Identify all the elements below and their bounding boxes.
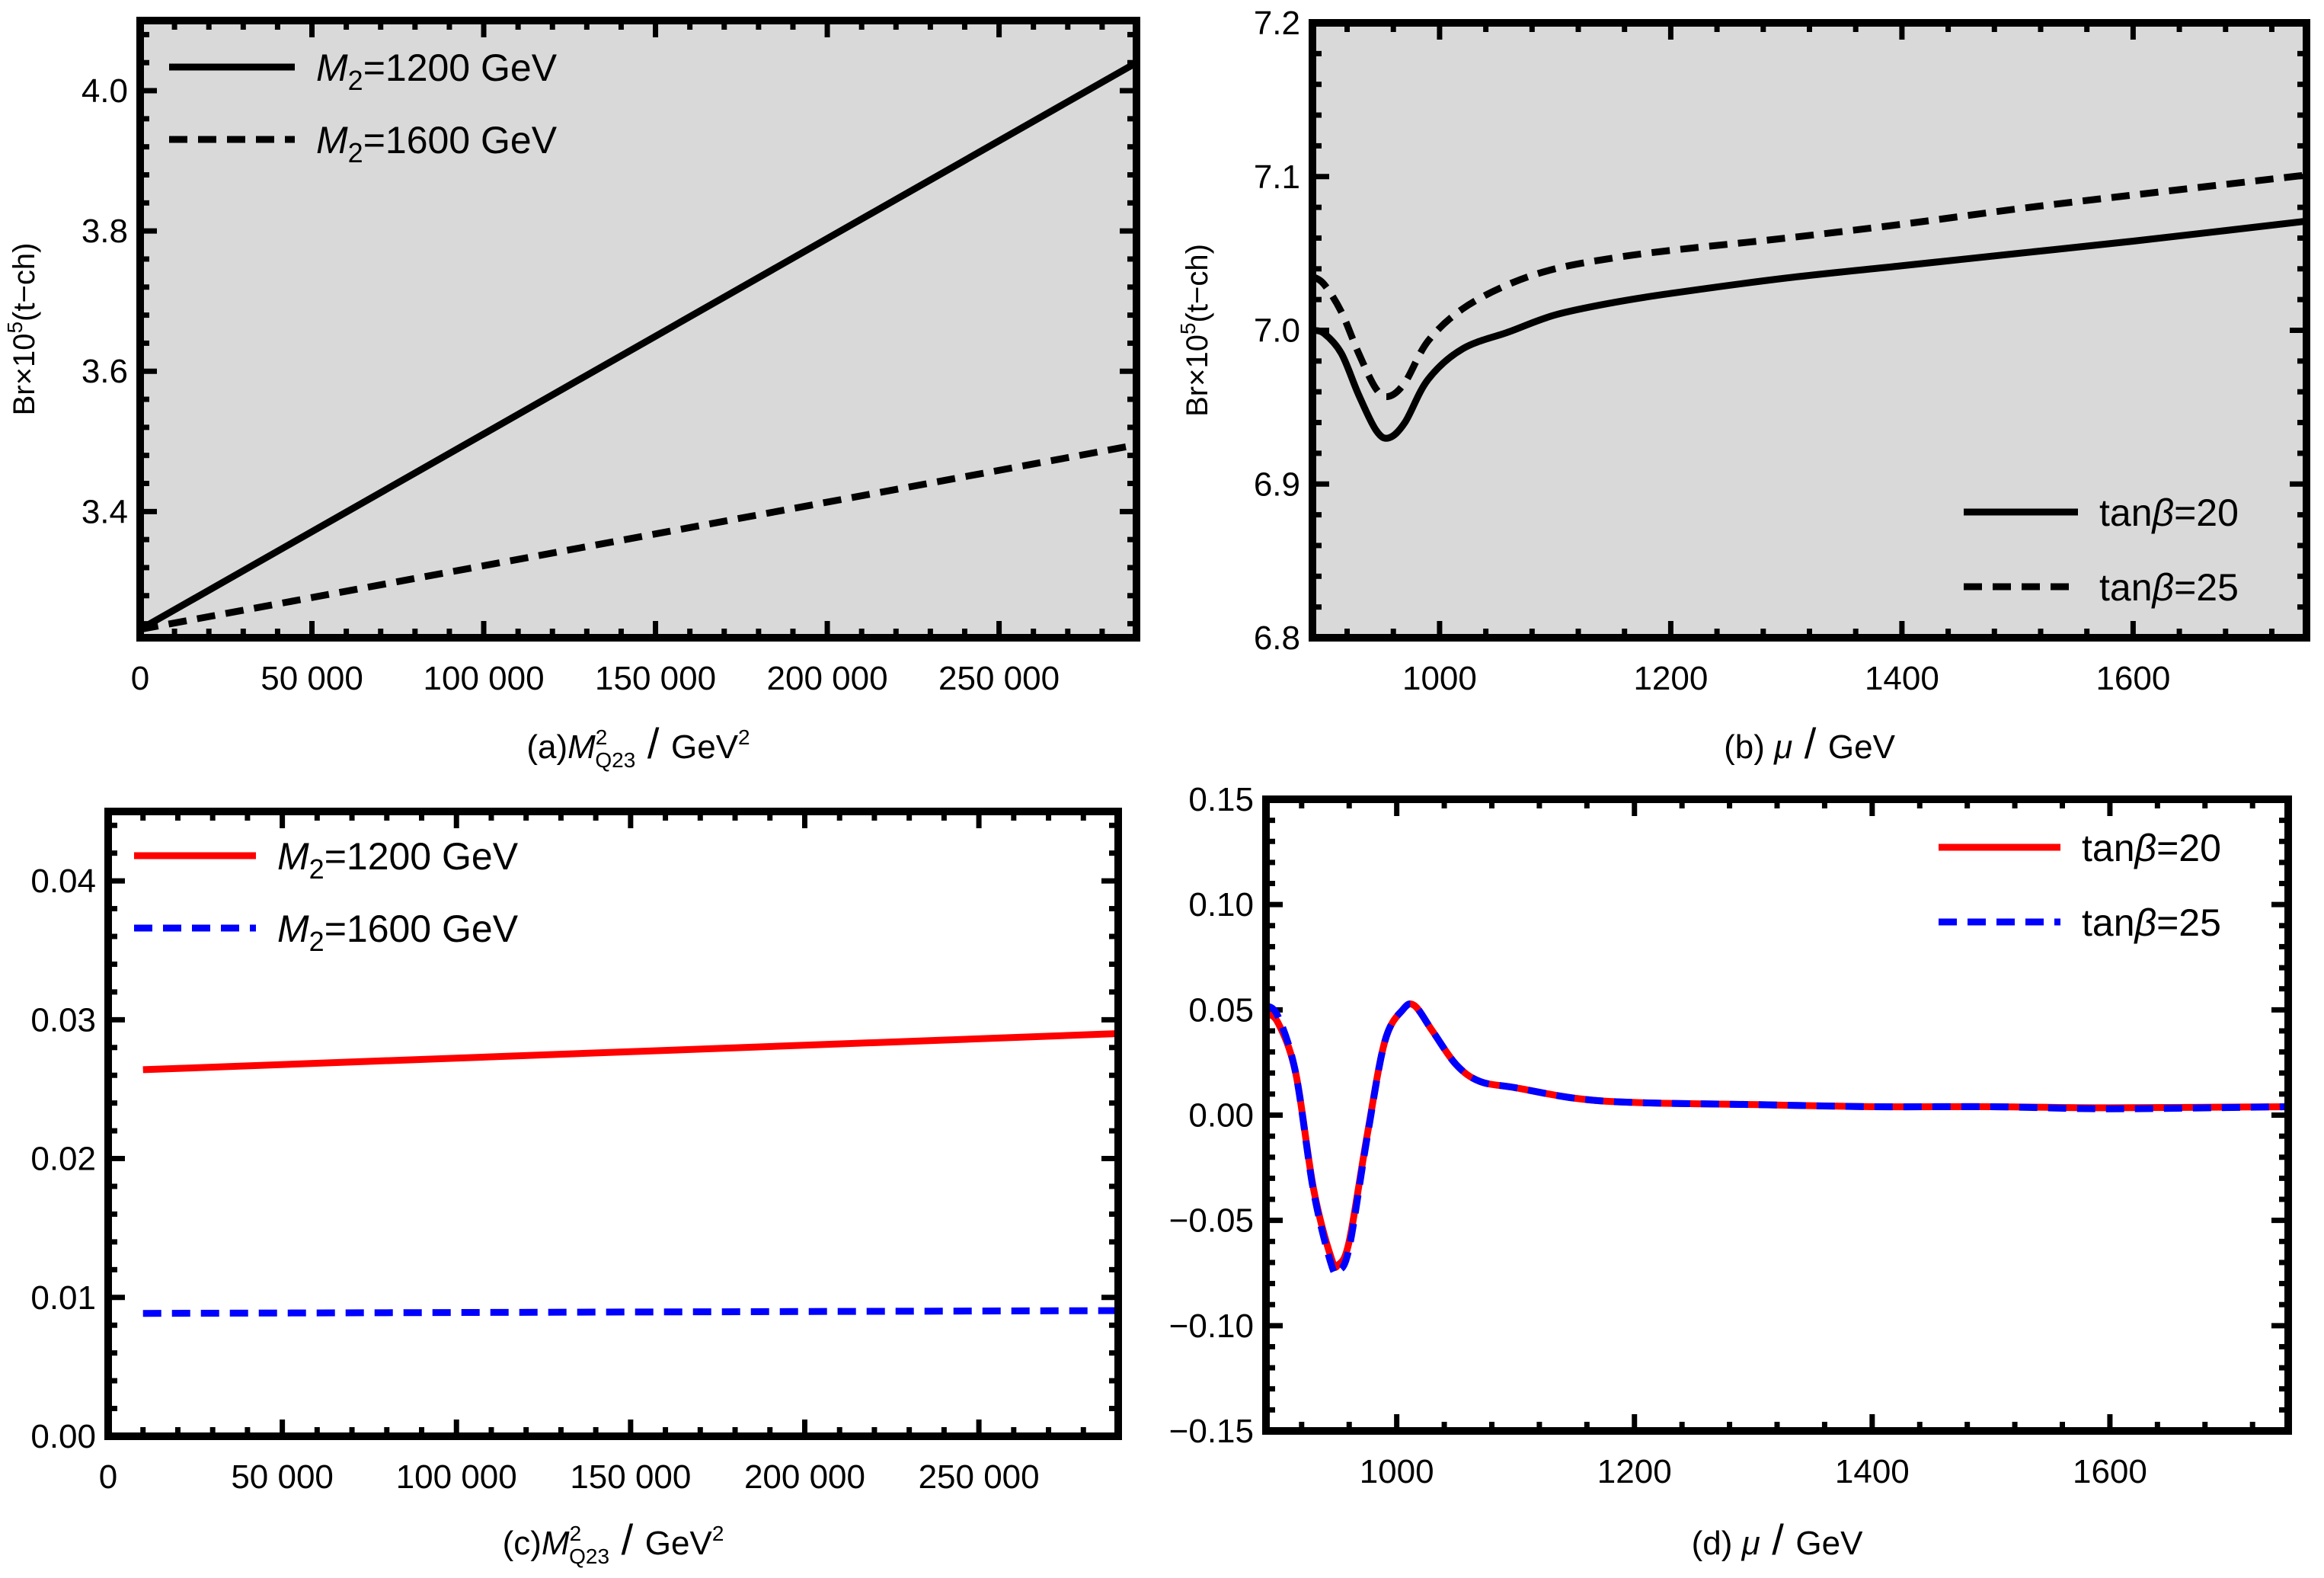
x-tick-label: 1000 <box>1402 660 1477 697</box>
x-tick-label: 200 000 <box>767 660 888 697</box>
series-line-2 <box>1312 171 2306 401</box>
x-tick-label: 250 000 <box>938 660 1060 697</box>
y-tick-label: 6.9 <box>1254 466 1300 503</box>
x-tick-label: 50 000 <box>261 660 363 697</box>
plot-area-background <box>1312 23 2306 638</box>
y-tick-label: 6.8 <box>1254 619 1300 657</box>
y-tick-label: −0.15 <box>1169 1413 1254 1450</box>
x-tick-label: 1600 <box>2073 1453 2147 1490</box>
x-tick-label: 100 000 <box>424 660 545 697</box>
x-tick-label: 1000 <box>1360 1453 1434 1490</box>
x-tick-label: 150 000 <box>595 660 716 697</box>
series-line-2 <box>1266 1000 2288 1278</box>
y-tick-label: −0.10 <box>1169 1308 1254 1345</box>
series-line-2 <box>140 441 1136 633</box>
series-line-1 <box>1312 217 2306 442</box>
plot-frame <box>104 808 1122 1440</box>
plot-frame <box>1262 795 2292 1435</box>
x-axis-caption: (a)M2 Q23 / GeV2 <box>526 719 750 772</box>
plot-frame <box>1309 19 2310 642</box>
y-tick-label: 7.2 <box>1254 5 1300 42</box>
series-line-2 <box>142 1307 1118 1317</box>
panel-d: 1000 1200 1400 1600 −0.15 −0.10 −0.05 0.00 0.05 0… <box>1169 781 2292 1564</box>
y-tick-label: 0.02 <box>30 1141 96 1178</box>
legend-label-2: tanβ=25 <box>2082 901 2221 944</box>
legend: tanβ=20 tanβ=25 <box>1964 491 2239 609</box>
x-tick-label: 1400 <box>1865 660 1939 697</box>
y-tick-label: 0.15 <box>1188 781 1254 818</box>
x-tick-label: 1200 <box>1597 1453 1672 1490</box>
plot-area-background <box>1266 799 2288 1431</box>
panel-a: 0 50 000 100 000 150 000 200 000 250 000 3.4 3.… <box>3 17 1140 772</box>
x-axis-caption: (b) μ / GeV <box>1724 719 1895 767</box>
y-tick-label: 0.00 <box>30 1418 96 1455</box>
plot-area-background <box>108 811 1118 1436</box>
y-axis-label: Br×105(t−ch) <box>1176 244 1214 417</box>
x-axis-caption: (d) μ / GeV <box>1692 1516 1863 1564</box>
legend: tanβ=20 tanβ=25 <box>1939 827 2221 944</box>
x-tick-label: 50 000 <box>231 1458 334 1496</box>
y-tick-label: 0.05 <box>1188 991 1254 1029</box>
y-tick-label: 0.04 <box>30 863 96 900</box>
legend-label-1: tanβ=20 <box>2099 491 2239 534</box>
plot-frame <box>136 17 1140 642</box>
x-tick-label: 150 000 <box>570 1458 691 1496</box>
panel-b: 1000 1200 1400 1600 6.8 6.9 7.0 7.1 7.2 Br×105(t−… <box>1176 5 2310 767</box>
y-tick-label: 3.4 <box>82 493 128 530</box>
legend-label-1: tanβ=20 <box>2082 827 2221 869</box>
y-tick-label: 0.00 <box>1188 1097 1254 1135</box>
legend-label-2: tanβ=25 <box>2099 566 2239 609</box>
x-tick-label: 100 000 <box>396 1458 517 1496</box>
series-line-1 <box>142 1030 1118 1074</box>
legend-label-1: M2=1200 GeV <box>316 46 558 96</box>
y-tick-label: 3.8 <box>82 213 128 250</box>
y-tick-label: 4.0 <box>82 72 128 110</box>
legend: M2=1200 GeV M2=1600 GeV <box>134 835 519 957</box>
legend: M2=1200 GeV M2=1600 GeV <box>169 46 558 168</box>
x-tick-label: 200 000 <box>744 1458 865 1496</box>
x-tick-label: 1200 <box>1633 660 1708 697</box>
x-tick-label: 250 000 <box>919 1458 1040 1496</box>
panel-c: 0 50 000 100 000 150 000 200 000 250 000 0.00 0… <box>30 808 1122 1568</box>
series-line-1 <box>140 59 1136 632</box>
x-tick-label: 1400 <box>1835 1453 1910 1490</box>
y-tick-label: −0.05 <box>1169 1202 1254 1240</box>
y-tick-label: 7.0 <box>1254 312 1300 350</box>
legend-label-2: M2=1600 GeV <box>316 119 558 168</box>
y-tick-label: 0.01 <box>30 1279 96 1317</box>
legend-label-1: M2=1200 GeV <box>277 835 519 885</box>
x-axis-caption: (c)M2 Q23 / GeV2 <box>503 1516 724 1568</box>
x-tick-label: 0 <box>99 1458 117 1496</box>
legend-label-2: M2=1600 GeV <box>277 907 519 957</box>
y-tick-label: 0.10 <box>1188 886 1254 923</box>
y-tick-label: 0.03 <box>30 1001 96 1039</box>
x-tick-label: 1600 <box>2095 660 2170 697</box>
y-axis-label: Br×105(t−ch) <box>3 243 41 416</box>
y-tick-label: 3.6 <box>82 353 128 390</box>
x-tick-label: 0 <box>131 660 149 697</box>
y-tick-label: 7.1 <box>1254 158 1300 196</box>
